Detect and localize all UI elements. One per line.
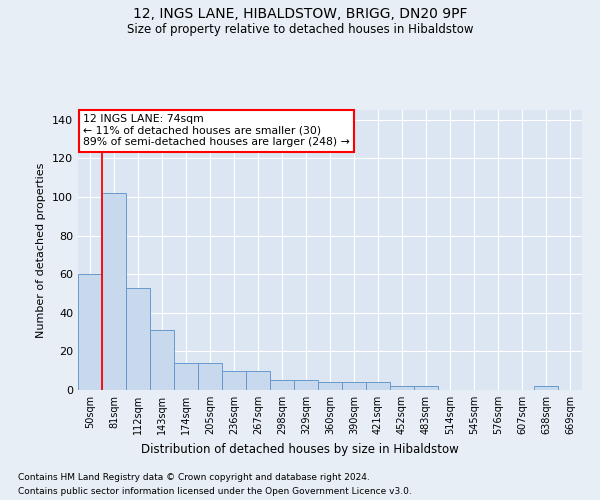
Bar: [126, 288, 150, 390]
Bar: [198, 363, 222, 390]
Text: 12 INGS LANE: 74sqm
← 11% of detached houses are smaller (30)
89% of semi-detach: 12 INGS LANE: 74sqm ← 11% of detached ho…: [83, 114, 350, 148]
Bar: [78, 274, 102, 390]
Bar: [294, 380, 318, 390]
Bar: [102, 193, 126, 390]
Bar: [318, 382, 342, 390]
Text: Contains public sector information licensed under the Open Government Licence v3: Contains public sector information licen…: [18, 488, 412, 496]
Bar: [342, 382, 366, 390]
Text: Distribution of detached houses by size in Hibaldstow: Distribution of detached houses by size …: [141, 442, 459, 456]
Bar: [414, 386, 438, 390]
Y-axis label: Number of detached properties: Number of detached properties: [37, 162, 46, 338]
Bar: [246, 370, 270, 390]
Text: 12, INGS LANE, HIBALDSTOW, BRIGG, DN20 9PF: 12, INGS LANE, HIBALDSTOW, BRIGG, DN20 9…: [133, 8, 467, 22]
Bar: [270, 380, 294, 390]
Text: Contains HM Land Registry data © Crown copyright and database right 2024.: Contains HM Land Registry data © Crown c…: [18, 472, 370, 482]
Bar: [174, 363, 198, 390]
Bar: [534, 386, 558, 390]
Bar: [390, 386, 414, 390]
Bar: [366, 382, 390, 390]
Bar: [150, 330, 174, 390]
Text: Size of property relative to detached houses in Hibaldstow: Size of property relative to detached ho…: [127, 22, 473, 36]
Bar: [222, 370, 246, 390]
